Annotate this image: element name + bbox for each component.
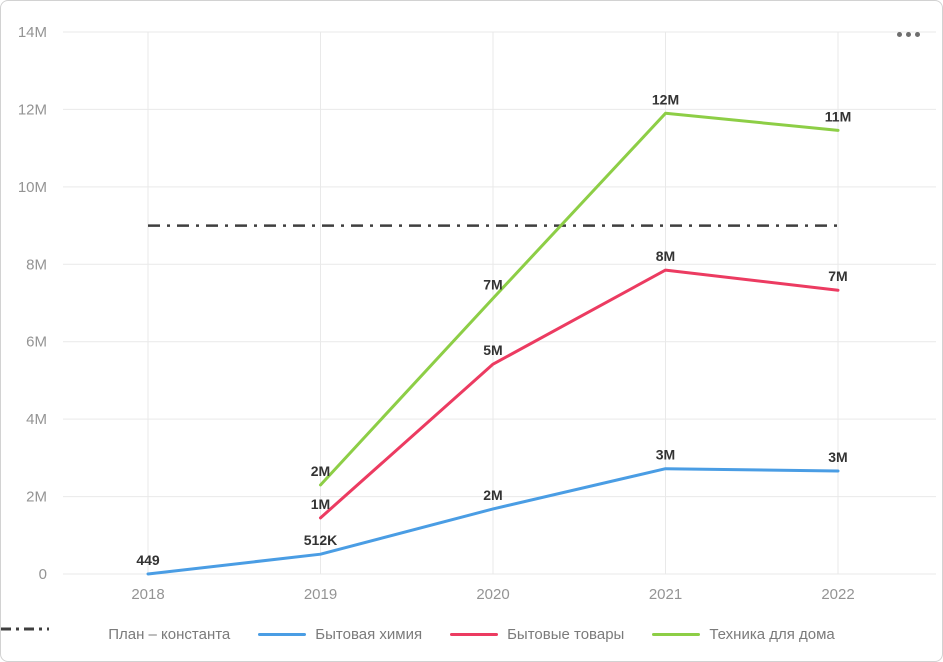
point-label: 7M (483, 276, 502, 292)
point-label: 1M (311, 496, 330, 512)
legend-label: Техника для дома (709, 626, 835, 643)
point-label: 512K (304, 532, 337, 548)
point-label: 449 (136, 552, 160, 568)
legend-item-0[interactable]: План – константа (1, 626, 231, 643)
x-axis-tick-label: 2018 (131, 586, 164, 603)
y-axis-tick-label: 8M (26, 256, 47, 273)
point-label: 3M (828, 449, 847, 465)
legend-line-swatch (450, 633, 499, 636)
point-label: 12M (652, 91, 679, 107)
y-axis-tick-label: 10M (18, 179, 47, 196)
point-label: 2M (311, 463, 330, 479)
ellipsis-dot (897, 32, 902, 37)
series-line-3 (319, 111, 840, 487)
point-label: 8M (656, 248, 675, 264)
y-axis-tick-label: 4M (26, 411, 47, 428)
x-axis-tick-label: 2022 (821, 586, 854, 603)
y-axis-tick-label: 0 (39, 566, 47, 583)
point-label: 5M (483, 342, 502, 358)
series-line-2 (319, 268, 840, 520)
point-label: 3M (656, 447, 675, 463)
y-axis-tick-label: 14M (18, 24, 47, 41)
y-axis-tick-label: 12M (18, 101, 47, 118)
legend-item-2[interactable]: Бытовые товары (450, 626, 624, 643)
legend-label: Бытовые товары (507, 626, 625, 643)
ellipsis-dot (915, 32, 920, 37)
legend-item-1[interactable]: Бытовая химия (258, 626, 422, 643)
y-axis-tick-label: 2M (26, 489, 47, 506)
legend-label: План – константа (108, 626, 231, 643)
chart-legend: План – константа Бытовая химия Бытовые тов… (1, 626, 942, 643)
legend-item-3[interactable]: Техника для дома (652, 626, 835, 643)
x-axis-tick-label: 2021 (649, 586, 682, 603)
more-options-button[interactable] (895, 28, 922, 41)
legend-line-swatch (258, 633, 307, 636)
point-label: 7M (828, 268, 847, 284)
y-axis-tick-label: 6M (26, 334, 47, 351)
x-axis-tick-label: 2020 (476, 586, 509, 603)
ellipsis-dot (906, 32, 911, 37)
point-label: 2M (483, 487, 502, 503)
series-line-1 (146, 467, 840, 576)
legend-line-swatch (652, 633, 701, 636)
point-label: 11M (825, 108, 851, 124)
legend-label: Бытовая химия (315, 626, 423, 643)
x-axis-tick-label: 2019 (304, 586, 337, 603)
legend-dash-dot-swatch (1, 627, 49, 631)
